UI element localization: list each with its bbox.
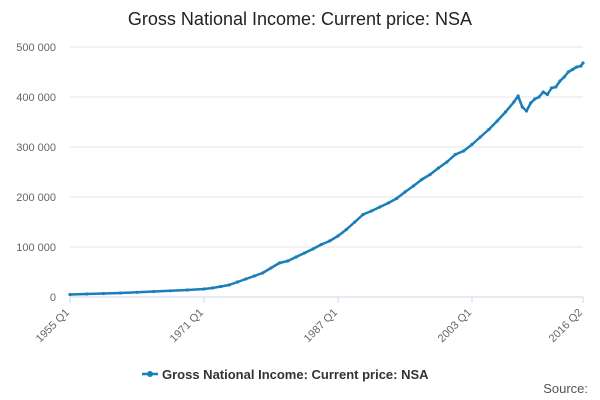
source-credit[interactable]: Source: — [543, 381, 588, 396]
data-point — [68, 292, 72, 297]
data-point — [453, 152, 457, 157]
x-tick-label: 1955 Q1 — [34, 307, 72, 345]
data-point — [361, 212, 365, 217]
data-point — [118, 291, 122, 295]
series-line — [68, 61, 585, 296]
data-point — [462, 149, 466, 153]
data-point — [369, 209, 374, 213]
data-point — [550, 86, 554, 90]
data-point — [152, 289, 156, 294]
grid-lines — [70, 46, 583, 298]
x-tick-label: 1987 Q1 — [302, 307, 340, 345]
data-point — [445, 160, 449, 164]
data-point — [85, 292, 89, 296]
y-tick-label: 500 000 — [16, 42, 56, 54]
y-tick-label: 200 000 — [16, 192, 56, 204]
data-point — [344, 227, 348, 232]
x-tick-label: 2016 Q2 — [547, 307, 585, 345]
y-axis-ticks: 0 100 000 200 000 300 000 400 000 500 000 — [16, 42, 56, 304]
data-point — [562, 75, 566, 79]
data-point — [227, 283, 231, 287]
legend-label: Gross National Income: Current price: NS… — [162, 367, 429, 382]
data-point — [575, 65, 579, 69]
data-point — [554, 85, 558, 89]
data-point — [328, 239, 332, 243]
data-point — [185, 288, 189, 292]
data-point — [311, 247, 315, 251]
data-point — [503, 110, 508, 114]
x-tick-label: 1971 Q1 — [168, 307, 206, 345]
data-point — [294, 255, 298, 259]
data-point — [478, 135, 482, 139]
x-axis-ticks: 1955 Q1 1971 Q1 1987 Q1 2003 Q1 2016 Q2 — [34, 297, 585, 345]
y-tick-label: 300 000 — [16, 142, 56, 154]
data-point — [470, 142, 474, 147]
data-point — [210, 286, 214, 290]
data-point — [428, 172, 432, 177]
legend[interactable]: Gross National Income: Current price: NS… — [142, 367, 429, 382]
y-tick-label: 400 000 — [16, 92, 56, 104]
data-point — [524, 109, 529, 113]
data-point — [261, 271, 265, 275]
data-point — [269, 266, 273, 270]
data-point — [495, 119, 499, 123]
data-point — [520, 105, 524, 109]
data-point — [545, 92, 550, 97]
data-point — [277, 261, 281, 265]
data-point — [302, 251, 307, 255]
data-point — [168, 289, 173, 293]
data-point — [386, 201, 390, 205]
data-point — [529, 101, 533, 105]
data-point — [235, 280, 240, 284]
data-point — [420, 177, 424, 182]
data-point — [558, 79, 562, 83]
data-point — [487, 127, 491, 132]
chart-title: Gross National Income: Current price: NS… — [128, 9, 472, 29]
data-point — [244, 277, 248, 281]
data-point — [516, 94, 520, 98]
y-tick-label: 100 000 — [16, 242, 56, 254]
data-point — [336, 234, 340, 238]
data-point — [219, 284, 223, 289]
data-point — [581, 61, 585, 65]
data-point — [101, 291, 106, 296]
legend-dot-marker — [147, 371, 153, 377]
data-point — [512, 100, 516, 104]
data-point — [286, 259, 290, 263]
x-tick-label: 2003 Q1 — [436, 307, 474, 345]
data-point — [353, 220, 357, 224]
data-point — [319, 242, 323, 247]
data-point — [537, 95, 541, 99]
data-point — [570, 67, 575, 72]
data-point — [411, 184, 415, 188]
data-point — [395, 196, 399, 201]
data-point — [202, 287, 206, 291]
y-tick-label: 0 — [50, 292, 56, 304]
data-point — [541, 90, 545, 94]
data-point — [252, 274, 256, 278]
data-point — [579, 64, 583, 68]
data-point — [566, 70, 570, 74]
series-lines — [68, 61, 585, 297]
data-point — [378, 205, 382, 209]
data-point — [436, 166, 441, 170]
data-point — [135, 290, 139, 294]
data-point — [533, 97, 537, 101]
data-point — [403, 190, 407, 194]
